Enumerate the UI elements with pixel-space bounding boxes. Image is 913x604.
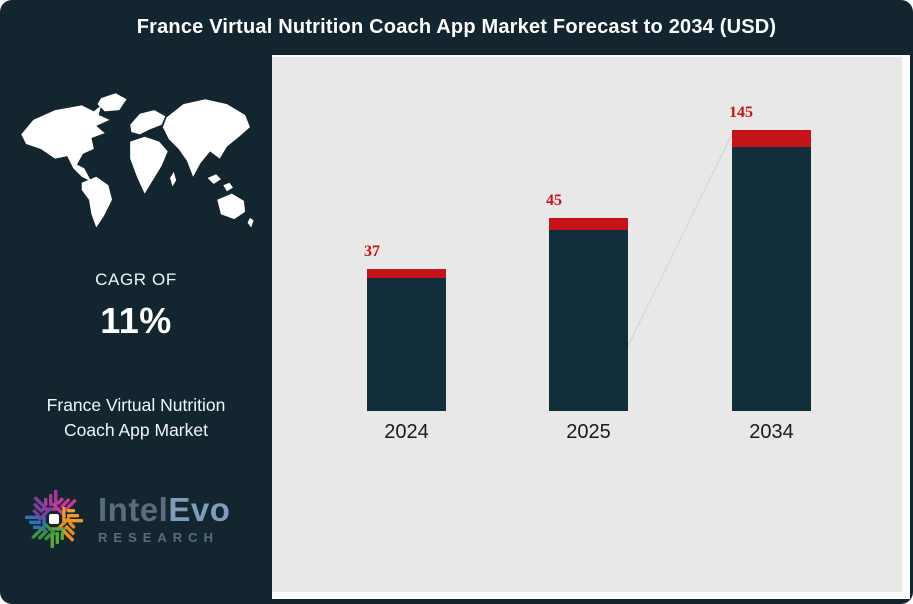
bar-2024 [367, 278, 446, 411]
intelevo-logo-text: IntelEvo RESEARCH [98, 493, 230, 546]
intelevo-logo-icon [25, 490, 83, 548]
world-map-icon [21, 93, 254, 228]
bar-2034 [732, 147, 811, 411]
x-axis-label-2025: 2025 [566, 421, 611, 443]
cagr-value: 11% [100, 300, 172, 341]
cagr-label: CAGR OF [95, 270, 177, 289]
sidebar: CAGR OF 11% France Virtual Nutrition Coa… [0, 55, 272, 604]
intelevo-logo: IntelEvo RESEARCH [18, 482, 230, 556]
bar-cap-2025 [549, 218, 628, 230]
bar-cap-2024 [367, 269, 446, 278]
bar-value-label-2025: 45 [546, 192, 562, 209]
brand-name-intel: Intel [98, 491, 169, 528]
bar-value-label-2024: 37 [364, 243, 380, 260]
header: France Virtual Nutrition Coach App Marke… [0, 0, 913, 55]
x-axis-label-2024: 2024 [384, 421, 429, 443]
bar-value-label-2034: 145 [729, 104, 753, 121]
market-name-line1: France Virtual Nutrition [46, 395, 226, 415]
bar-cap-2034 [732, 130, 811, 147]
brand-name-evo: Evo [168, 491, 231, 528]
market-name: France Virtual Nutrition Coach App Marke… [0, 393, 272, 443]
chart-plot: 37 2024 45 2025 145 2034 [272, 57, 902, 592]
page-title: France Virtual Nutrition Coach App Marke… [136, 16, 777, 38]
bar-2025 [549, 230, 628, 411]
x-axis-label-2034: 2034 [749, 421, 794, 443]
brand-name: IntelEvo [98, 493, 230, 527]
chart-figure: 37 2024 45 2025 145 2034 [272, 55, 910, 599]
brand-subtitle: RESEARCH [98, 530, 219, 545]
market-name-line2: Coach App Market [64, 420, 208, 440]
